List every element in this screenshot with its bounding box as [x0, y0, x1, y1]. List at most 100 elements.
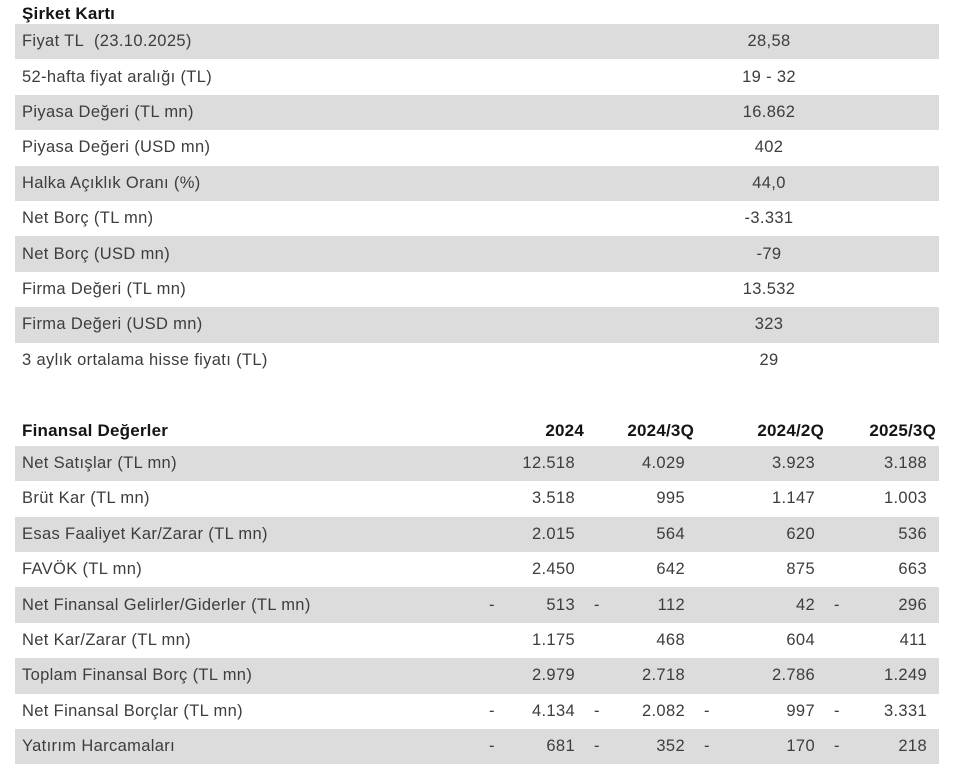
row-label: Net Borç (USD mn) — [22, 244, 171, 263]
cell-number: 12.518 — [522, 454, 575, 473]
financial-value-cell: 2.979 — [482, 658, 587, 693]
minus-sign: - — [489, 595, 495, 614]
row-label: Fiyat TL (23.10.2025) — [22, 32, 192, 51]
row-label: Piyasa Değeri (TL mn) — [22, 102, 194, 121]
cell-number: 1.175 — [531, 631, 575, 650]
row-label: Net Finansal Gelirler/Giderler (TL mn) — [22, 595, 311, 614]
financial-value-cell: 536 — [827, 517, 939, 552]
cell-number: 997 — [786, 701, 815, 720]
row-label: Net Finansal Borçlar (TL mn) — [22, 701, 243, 720]
financial-value-cell: 2.786 — [697, 658, 827, 693]
minus-sign: - — [489, 737, 495, 756]
financial-value-cell: 2.450 — [482, 552, 587, 587]
financial-value-cell: - 2.082 — [587, 694, 697, 729]
column-header-2025-3q: 2025/3Q — [869, 420, 936, 440]
financial-value-cell: 3.923 — [697, 446, 827, 481]
financial-value-cell: 3.188 — [827, 446, 939, 481]
cell-number: 1.249 — [883, 666, 927, 685]
cell-number: 2.786 — [771, 666, 815, 685]
company-card-row: 3 aylık ortalama hisse fiyatı (TL) 29 — [15, 343, 939, 378]
company-card-row: Piyasa Değeri (USD mn) 402 — [15, 130, 939, 165]
column-header-2024-2q: 2024/2Q — [757, 420, 824, 440]
financial-value-cell: - 352 — [587, 729, 697, 764]
cell-number: 3.923 — [771, 454, 815, 473]
cell-number: 4.134 — [531, 701, 575, 720]
financial-value-cell: 564 — [587, 517, 697, 552]
row-label: Toplam Finansal Borç (TL mn) — [22, 666, 253, 685]
financial-value-cell: 2.718 — [587, 658, 697, 693]
row-value: -3.331 — [744, 209, 794, 228]
financial-value-cell: - 112 — [587, 587, 697, 622]
minus-sign: - — [594, 595, 600, 614]
row-value: 13.532 — [742, 279, 796, 298]
financial-value-cell: 995 — [587, 481, 697, 516]
column-header-2024-3q: 2024/3Q — [627, 420, 694, 440]
financials-row: FAVÖK (TL mn) 2.450 642 875 663 — [15, 552, 939, 587]
financials-row: Brüt Kar (TL mn) 3.518 995 1.147 1.003 — [15, 481, 939, 516]
financial-value-cell: - 296 — [827, 587, 939, 622]
financials-row: Net Finansal Borçlar (TL mn) -4.134-2.082… — [15, 694, 939, 729]
financial-value-cell: 1.147 — [697, 481, 827, 516]
row-label: Firma Değeri (USD mn) — [22, 315, 203, 334]
financial-value-cell: 4.029 — [587, 446, 697, 481]
cell-number: 352 — [656, 737, 685, 756]
minus-sign: - — [834, 737, 840, 756]
company-card-row: Fiyat TL (23.10.2025) 28,58 — [15, 24, 939, 60]
cell-number: 296 — [898, 595, 927, 614]
financial-value-cell: 411 — [827, 623, 939, 658]
row-label: Halka Açıklık Oranı (%) — [22, 173, 201, 192]
cell-number: 4.029 — [641, 454, 685, 473]
financial-value-cell: 3.518 — [482, 481, 587, 516]
company-card-section: Şirket Kartı Fiyat TL (23.10.2025) 28,58 5… — [15, 0, 939, 378]
financials-header-row: Finansal Değerler 2024 2024/3Q 2024/2Q 2… — [15, 416, 939, 446]
company-card-table: Fiyat TL (23.10.2025) 28,58 52-hafta fiyat… — [15, 24, 939, 378]
financials-row: Toplam Finansal Borç (TL mn) 2.979 2.718 2.… — [15, 658, 939, 694]
cell-number: 3.331 — [883, 701, 927, 720]
row-value: 323 — [754, 315, 784, 334]
cell-number: 170 — [786, 737, 815, 756]
row-label: Net Kar/Zarar (TL mn) — [22, 631, 192, 650]
row-value: 44,0 — [752, 173, 786, 192]
cell-number: 536 — [898, 524, 927, 543]
financial-value-cell: 12.518 — [482, 446, 587, 481]
company-card-row: Firma Değeri (USD mn) 323 — [15, 307, 939, 343]
row-label: Net Satışlar (TL mn) — [22, 454, 177, 473]
cell-number: 2.979 — [531, 666, 575, 685]
cell-number: 564 — [656, 524, 685, 543]
cell-number: 642 — [656, 560, 685, 579]
financial-value-cell: 604 — [697, 623, 827, 658]
financial-value-cell: - 218 — [827, 729, 939, 764]
minus-sign: - — [594, 701, 600, 720]
cell-number: 411 — [899, 631, 927, 650]
row-label: Brüt Kar (TL mn) — [22, 489, 150, 508]
financial-value-cell: - 4.134 — [482, 694, 587, 729]
financial-value-cell: 42 — [697, 587, 827, 622]
row-value: -79 — [756, 244, 782, 263]
row-label: Net Borç (TL mn) — [22, 209, 154, 228]
row-value: 29 — [759, 350, 779, 369]
financial-value-cell: 642 — [587, 552, 697, 587]
financial-value-cell: 1.003 — [827, 481, 939, 516]
row-label: Piyasa Değeri (USD mn) — [22, 138, 211, 157]
cell-number: 513 — [546, 595, 575, 614]
cell-number: 42 — [795, 595, 815, 614]
company-card-row: Net Borç (USD mn) -79 — [15, 236, 939, 272]
financials-row: Yatırım Harcamaları -681-352-170-218 — [15, 729, 939, 765]
company-card-row: Halka Açıklık Oranı (%) 44,0 — [15, 165, 939, 201]
minus-sign: - — [489, 701, 495, 720]
row-label: 52-hafta fiyat aralığı (TL) — [22, 67, 213, 86]
financials-row: Net Kar/Zarar (TL mn) 1.175 468 604 411 — [15, 623, 939, 658]
financial-value-cell: - 997 — [697, 694, 827, 729]
cell-number: 112 — [657, 595, 685, 614]
cell-number: 875 — [786, 560, 815, 579]
row-label: Esas Faaliyet Kar/Zarar (TL mn) — [22, 524, 268, 543]
financial-value-cell: 1.249 — [827, 658, 939, 693]
financial-value-cell: 2.015 — [482, 517, 587, 552]
cell-number: 2.015 — [531, 524, 575, 543]
row-label: 3 aylık ortalama hisse fiyatı (TL) — [22, 350, 268, 369]
financial-value-cell: - 681 — [482, 729, 587, 764]
column-header-2024: 2024 — [545, 420, 584, 440]
minus-sign: - — [834, 701, 840, 720]
cell-number: 3.188 — [883, 454, 927, 473]
company-card-row: Net Borç (TL mn) -3.331 — [15, 201, 939, 236]
